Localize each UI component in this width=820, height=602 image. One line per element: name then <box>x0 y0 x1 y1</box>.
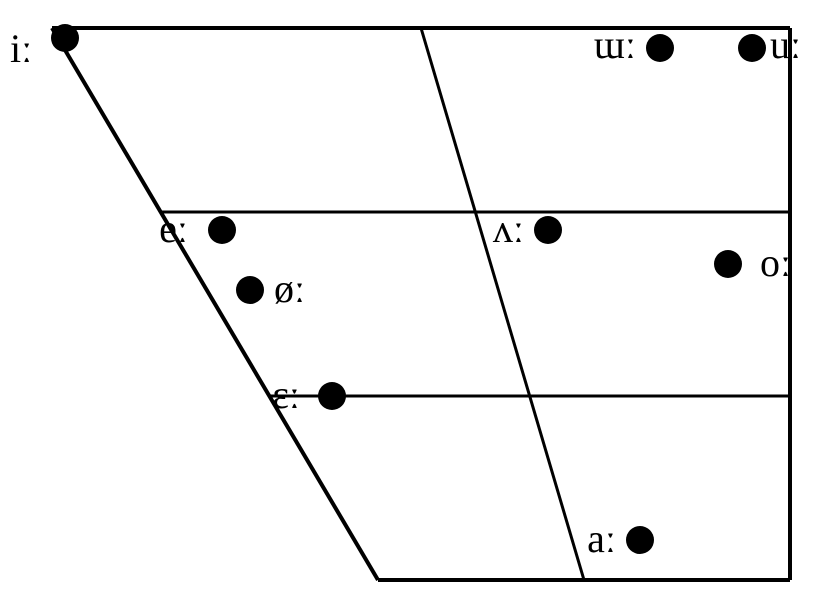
vowel-dot-o-slash-long <box>236 276 264 304</box>
vowel-label-barred-u-long: ɯː <box>594 22 636 67</box>
vowel-label-o-long: oː <box>760 240 791 285</box>
vowel-dot-epsilon-long <box>318 382 346 410</box>
vowel-dot-e-long <box>208 216 236 244</box>
vowel-dots-group <box>51 24 766 554</box>
trapezoid-line <box>421 28 584 580</box>
vowel-label-o-slash-long: øː <box>274 266 305 311</box>
vowel-label-u-long: uː <box>770 22 801 67</box>
trapezoid-grid <box>52 28 790 580</box>
vowel-dot-caret-long <box>534 216 562 244</box>
vowel-label-caret-long: ʌː <box>493 206 524 251</box>
vowel-label-e-long: eː <box>159 206 188 251</box>
vowel-dot-u-long <box>738 34 766 62</box>
vowel-trapezoid-chart: iː ɯː uː eː øː ʌː oː ɛː aː <box>0 0 820 602</box>
trapezoid-line <box>52 28 378 580</box>
vowel-labels-group: iː ɯː uː eː øː ʌː oː ɛː aː <box>10 22 801 561</box>
vowel-dot-i-long <box>51 24 79 52</box>
vowel-dot-o-long <box>714 250 742 278</box>
vowel-label-a-long: aː <box>587 516 616 561</box>
vowel-label-i-long: iː <box>10 26 32 71</box>
vowel-label-epsilon-long: ɛː <box>272 372 300 417</box>
vowel-dot-a-long <box>626 526 654 554</box>
vowel-dot-barred-u-long <box>646 34 674 62</box>
